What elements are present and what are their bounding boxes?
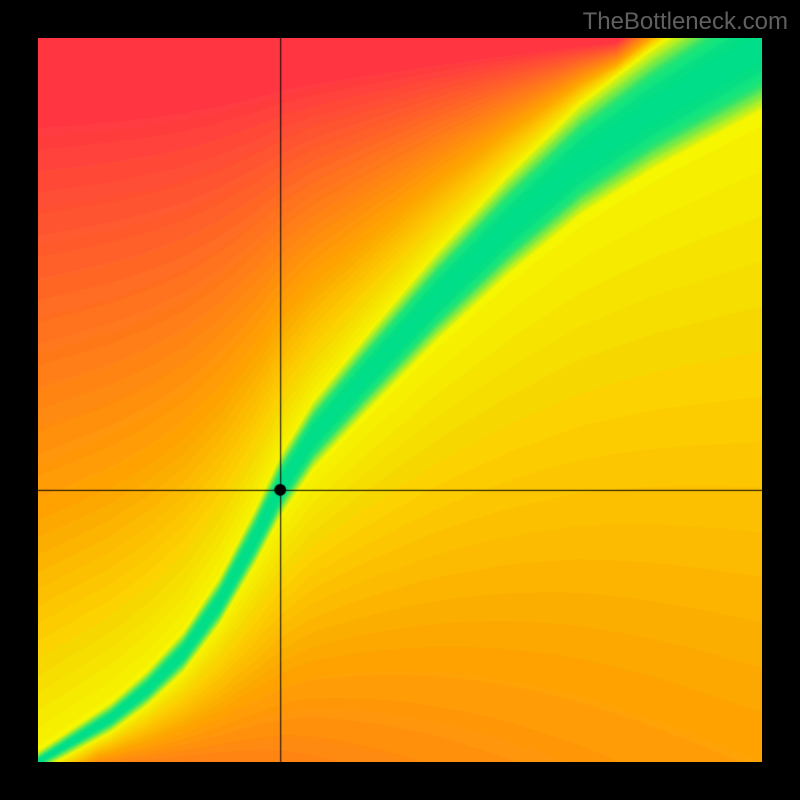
chart-container: TheBottleneck.com [0,0,800,800]
bottleneck-heatmap [38,38,762,762]
watermark: TheBottleneck.com [583,8,788,36]
